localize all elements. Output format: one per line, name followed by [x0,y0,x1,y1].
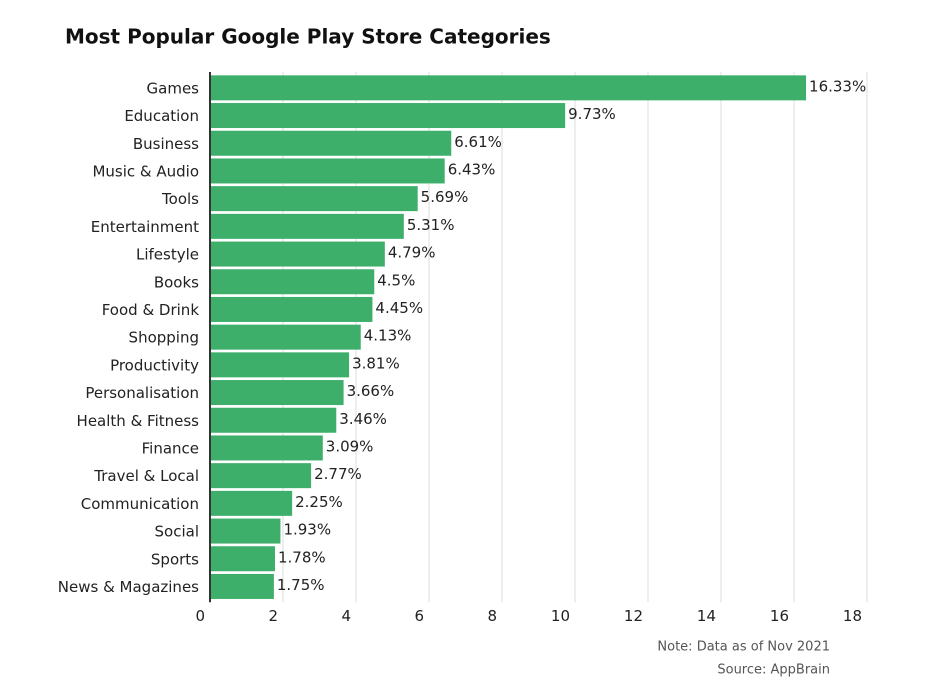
value-label: 1.93% [283,521,331,539]
value-label: 2.77% [314,465,362,483]
y-tick-label: Sports [151,550,199,568]
value-label: 2.25% [295,493,343,511]
value-label: 4.5% [377,271,415,289]
y-tick-label: News & Magazines [58,578,199,596]
bar [210,186,418,212]
bar [210,573,274,599]
note: Note: Data as of Nov 2021 [657,640,830,655]
x-tick-label: 18 [843,607,862,625]
value-label: 4.45% [375,299,423,317]
value-label: 16.33% [809,77,866,95]
bar [210,269,375,295]
value-label: 1.78% [278,548,326,566]
value-label: 6.61% [454,133,502,151]
y-tick-label: Books [154,273,199,291]
x-tick-label: 10 [551,607,570,625]
x-tick-label: 6 [414,607,424,625]
y-tick-label: Tools [161,190,199,208]
bar [210,490,293,516]
bar [210,103,566,129]
x-tick-label: 16 [770,607,789,625]
y-tick-label: Business [133,135,199,153]
x-tick-label: 14 [697,607,716,625]
y-tick-label: Entertainment [91,218,199,236]
value-label: 9.73% [568,105,616,123]
chart-title: Most Popular Google Play Store Categorie… [65,25,551,49]
bar [210,213,404,239]
source: Source: AppBrain [717,663,830,678]
bar [210,75,807,101]
value-label: 3.81% [352,354,400,372]
y-tick-label: Finance [142,439,199,457]
bar [210,435,323,461]
y-tick-label: Games [147,79,200,97]
x-tick-label: 12 [624,607,643,625]
bar [210,518,281,544]
value-label: 4.79% [388,244,436,262]
y-tick-label: Personalisation [85,384,199,402]
y-tick-label: Social [155,523,199,541]
bar [210,158,445,184]
y-tick-label: Communication [81,495,199,513]
x-tick-label: 0 [195,607,205,625]
value-label: 3.46% [339,410,387,428]
x-tick-label: 4 [341,607,351,625]
bar [210,546,275,572]
bar [210,324,361,350]
value-label: 6.43% [448,160,496,178]
bar [210,130,452,156]
bar [210,296,373,322]
y-tick-label: Education [124,107,199,125]
y-tick-label: Lifestyle [136,246,199,264]
value-label: 4.13% [364,327,412,345]
bar [210,463,312,489]
value-label: 5.31% [407,216,455,234]
y-tick-label: Productivity [110,356,199,374]
bar [210,241,385,267]
value-label: 1.75% [277,576,325,594]
value-label: 5.69% [421,188,469,206]
bar [210,352,350,378]
x-tick-label: 8 [487,607,497,625]
y-tick-label: Food & Drink [102,301,200,319]
x-tick-label: 2 [268,607,278,625]
y-tick-label: Travel & Local [93,467,199,485]
value-label: 3.66% [347,382,395,400]
bar [210,380,344,406]
bar [210,407,337,433]
y-tick-label: Health & Fitness [77,412,200,430]
y-tick-label: Shopping [129,329,199,347]
value-label: 3.09% [326,437,374,455]
y-tick-label: Music & Audio [92,162,199,180]
